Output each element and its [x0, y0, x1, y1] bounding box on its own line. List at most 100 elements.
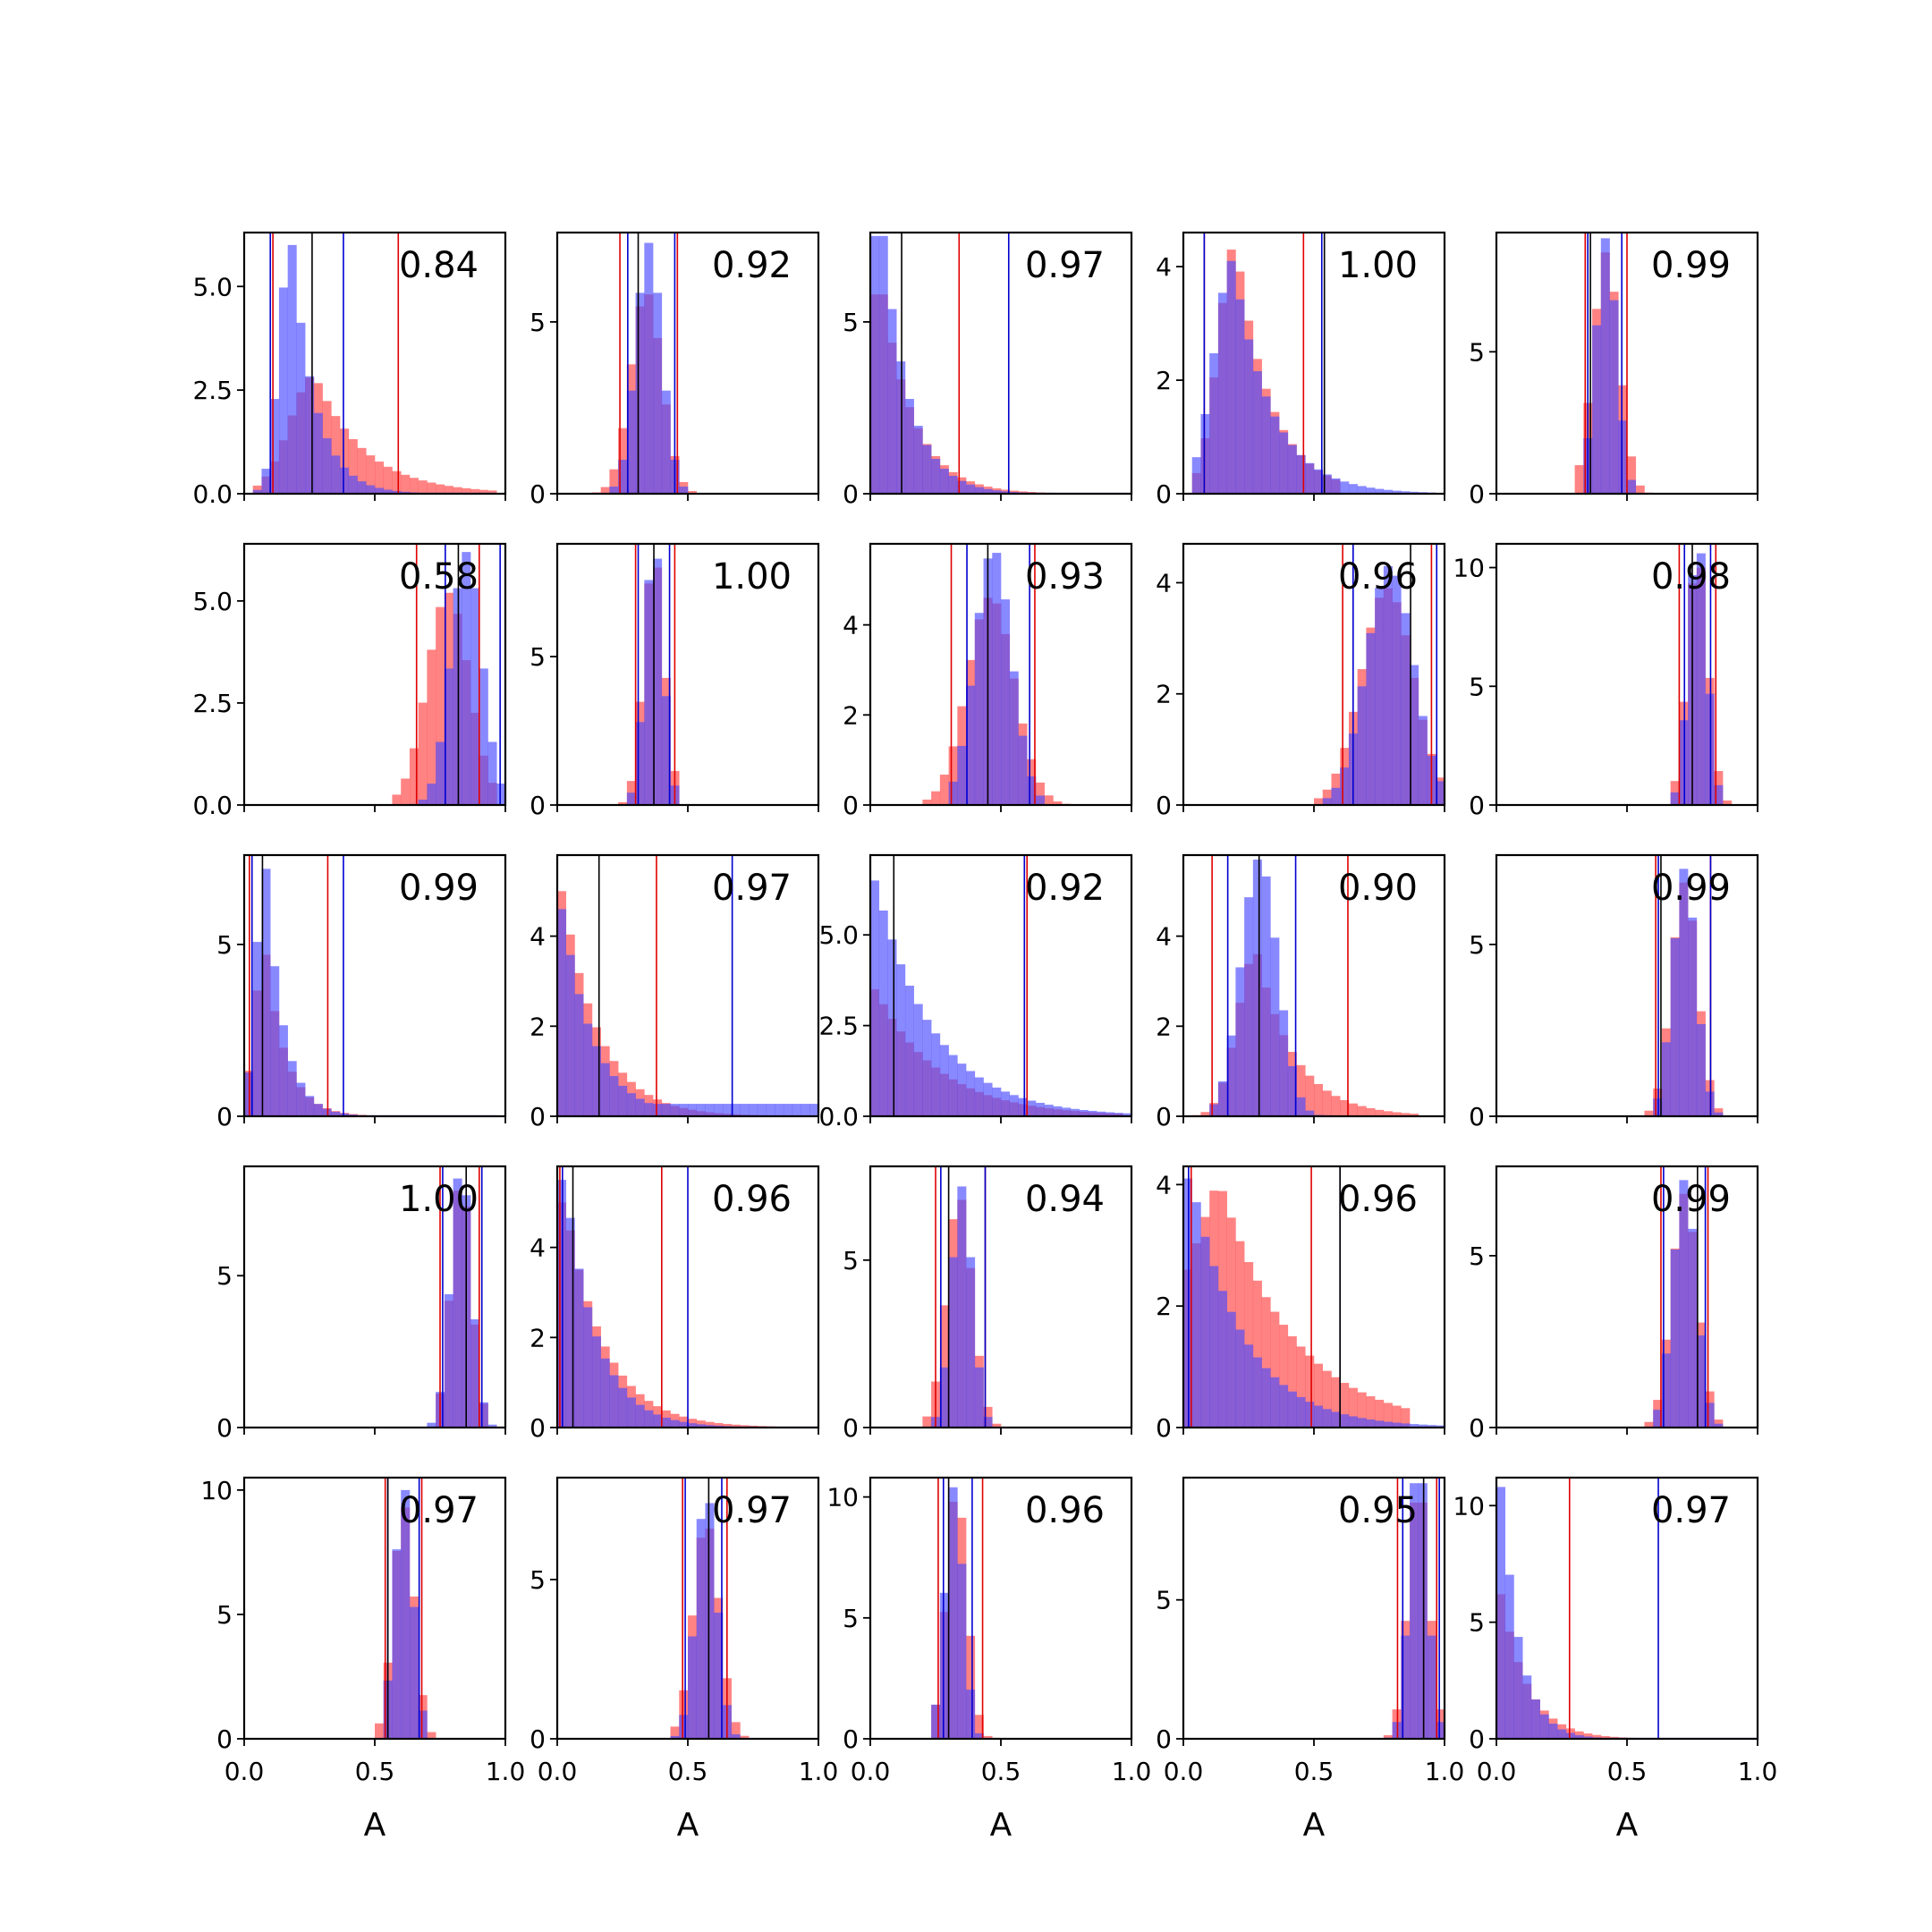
- panel-score-label: 0.97: [1025, 245, 1105, 286]
- x-tick-label: 0.5: [668, 1757, 708, 1786]
- blue-histogram-bar: [1348, 484, 1358, 494]
- blue-histogram-bar: [792, 1104, 801, 1116]
- blue-histogram-bar: [1331, 787, 1341, 805]
- blue-histogram-bar: [939, 1592, 949, 1739]
- blue-histogram-bar: [870, 880, 880, 1116]
- blue-histogram-bar: [618, 1085, 628, 1116]
- blue-histogram-bar: [574, 1268, 584, 1428]
- red-histogram-bar: [1340, 1383, 1350, 1428]
- y-tick-label: 5: [1156, 1586, 1172, 1615]
- x-tick-label: 0.5: [355, 1757, 395, 1786]
- red-histogram-bar: [427, 1732, 436, 1739]
- blue-histogram-bar: [1410, 1424, 1419, 1428]
- blue-histogram-bar: [661, 1417, 671, 1428]
- red-histogram-bar: [1044, 795, 1054, 805]
- blue-histogram-bar: [348, 475, 358, 494]
- y-tick-label: 5: [1469, 1241, 1485, 1271]
- red-histogram-bar: [1600, 1735, 1610, 1739]
- blue-histogram-bar: [1183, 1178, 1193, 1428]
- blue-histogram-bar: [1296, 1097, 1306, 1116]
- blue-histogram-bar: [1296, 1396, 1306, 1428]
- y-tick-label: 5: [216, 930, 233, 960]
- blue-histogram-bar: [444, 668, 453, 805]
- red-histogram-bar: [436, 606, 445, 805]
- y-tick-label: 0: [216, 1413, 233, 1443]
- red-histogram-bar: [401, 474, 411, 494]
- panel: 0 5 0.0 0.5 1.0 A 0.95: [1156, 1476, 1464, 1843]
- blue-histogram-bar: [1217, 292, 1227, 494]
- y-tick-label: 5: [843, 1246, 859, 1275]
- red-histogram-bar: [1574, 1731, 1584, 1739]
- blue-histogram-bar: [731, 1733, 741, 1739]
- blue-histogram-bar: [983, 1082, 993, 1116]
- blue-histogram-bar: [948, 1055, 958, 1116]
- red-histogram-bar: [722, 1423, 732, 1428]
- red-histogram-bar: [1383, 1111, 1393, 1116]
- blue-histogram-bar: [583, 1307, 593, 1428]
- red-histogram-bar: [939, 775, 949, 805]
- blue-histogram-bar: [375, 487, 385, 494]
- blue-histogram-bar: [1296, 454, 1306, 494]
- blue-histogram-bar: [966, 1071, 976, 1116]
- blue-histogram-bar: [261, 869, 271, 1116]
- blue-histogram-bar: [609, 486, 619, 494]
- blue-histogram-bar: [557, 1180, 567, 1428]
- plot-area: [1496, 1478, 1758, 1739]
- blue-histogram-bar: [1261, 1368, 1271, 1428]
- red-histogram-bar: [252, 485, 262, 494]
- blue-histogram-bar: [1001, 1091, 1011, 1116]
- blue-histogram-bar: [1427, 1635, 1436, 1739]
- panel-score-label: 0.84: [399, 245, 479, 286]
- blue-histogram-bar: [1027, 1100, 1037, 1116]
- blue-histogram-bar: [974, 1077, 984, 1116]
- blue-histogram-bar: [913, 426, 923, 494]
- blue-histogram-bar: [418, 1710, 428, 1739]
- blue-histogram-bar: [1191, 1202, 1201, 1428]
- blue-histogram-bar: [1513, 1637, 1523, 1739]
- blue-histogram-bar: [1261, 396, 1271, 494]
- blue-histogram-bar: [1001, 491, 1011, 494]
- blue-histogram-bar: [1375, 1420, 1385, 1428]
- red-histogram-bar: [1314, 798, 1324, 805]
- blue-histogram-bar: [470, 588, 480, 805]
- panel: 0 2 4 0.96: [1156, 1165, 1446, 1443]
- blue-histogram-bar: [1679, 869, 1689, 1116]
- y-tick-label: 2: [530, 1012, 546, 1041]
- y-tick-label: 5: [216, 1600, 233, 1630]
- blue-histogram-bar: [1565, 1733, 1575, 1739]
- blue-histogram-bar: [1035, 1102, 1045, 1116]
- blue-histogram-bar: [427, 784, 436, 805]
- red-histogram-bar: [1583, 1733, 1593, 1739]
- red-histogram-bar: [1261, 1297, 1271, 1428]
- red-histogram-bar: [1392, 1405, 1402, 1428]
- plot-area: [591, 233, 706, 494]
- blue-histogram-bar: [1574, 1734, 1584, 1739]
- blue-histogram-bar: [296, 1082, 306, 1116]
- blue-histogram-bar: [1670, 937, 1680, 1116]
- red-histogram-bar: [453, 487, 462, 494]
- red-histogram-bar: [1200, 1112, 1210, 1116]
- blue-histogram-bar: [1410, 1483, 1419, 1739]
- x-tick-label: 1.0: [799, 1757, 839, 1786]
- blue-histogram-bar: [775, 1104, 784, 1116]
- blue-histogram-bar: [688, 1104, 698, 1116]
- red-histogram-bar: [1375, 1399, 1385, 1428]
- y-tick-label: 0: [1469, 479, 1485, 509]
- red-histogram-bar: [731, 1722, 741, 1739]
- red-histogram-bar: [462, 487, 471, 494]
- blue-histogram-bar: [966, 1257, 976, 1428]
- y-tick-label: 2.5: [192, 689, 233, 718]
- blue-histogram-bar: [904, 398, 914, 494]
- blue-histogram-bar: [1097, 1111, 1106, 1116]
- blue-histogram-bar: [1009, 1095, 1019, 1116]
- plot-area: [244, 855, 497, 1116]
- plot-area: [1644, 1166, 1724, 1428]
- blue-histogram-bar: [409, 1606, 419, 1739]
- panel: 0.0 2.5 5.0 0.84: [192, 231, 507, 509]
- blue-histogram-bar: [1270, 937, 1280, 1116]
- panel-score-label: 0.93: [1025, 556, 1105, 597]
- blue-histogram-bar: [357, 481, 367, 494]
- blue-histogram-bar: [313, 412, 323, 494]
- blue-histogram-bar: [1627, 479, 1637, 494]
- blue-histogram-bar: [1688, 1228, 1698, 1428]
